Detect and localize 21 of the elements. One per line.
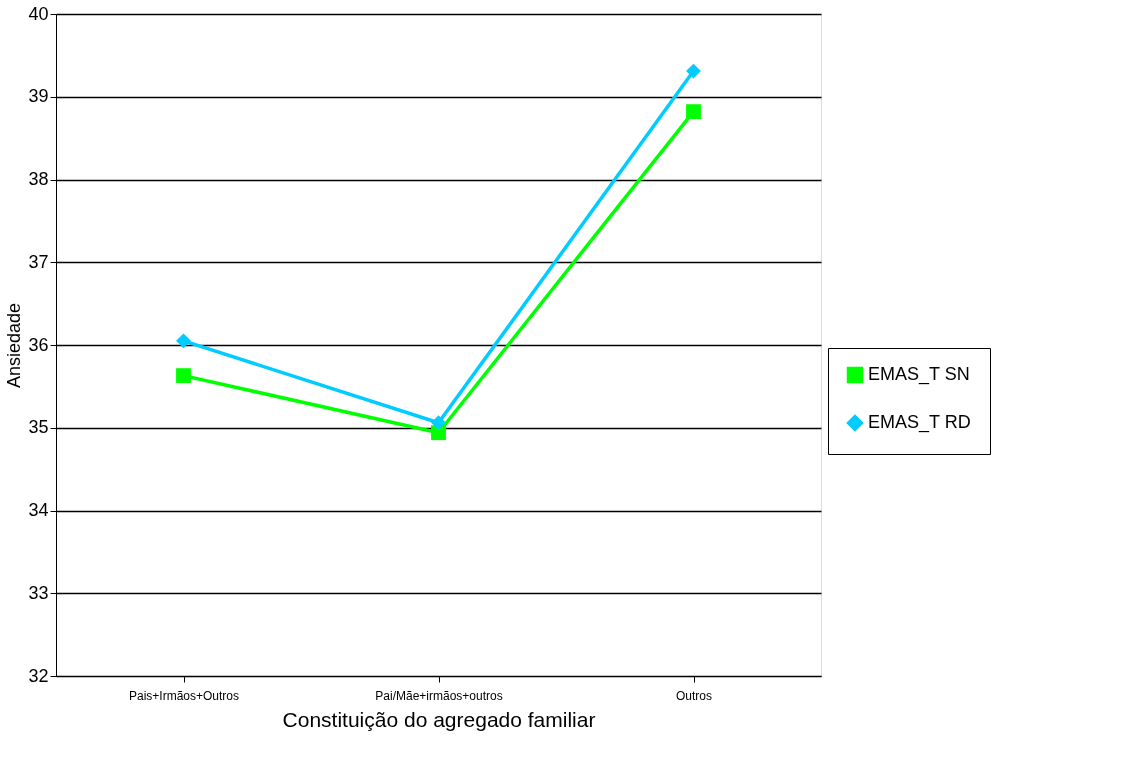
y-tick-label: 34 [28, 500, 49, 520]
y-tick-label: 40 [28, 3, 49, 24]
y-tick-label: 32 [28, 665, 49, 686]
x-tick-label: Outros [675, 688, 713, 703]
y-tick-label: 35 [28, 417, 49, 438]
y-tick-label: 36 [28, 334, 49, 355]
y-tick-label: 37 [28, 251, 49, 272]
point [176, 333, 191, 349]
y-tick-label: 33 [28, 582, 49, 603]
point [431, 415, 446, 431]
x-axis-title: Constituição do agregado familiar [282, 707, 596, 731]
point [176, 368, 191, 384]
x-tick-label: Pais+Irmãos+Outros [128, 688, 240, 703]
legend-label: EMAS_T RD [868, 412, 971, 433]
point [686, 63, 701, 79]
point [686, 104, 701, 120]
y-tick-label: 38 [28, 169, 49, 189]
x-tick-label: Pai/Mãe+irmãos+outros [375, 688, 503, 703]
y-tick-label: 39 [28, 86, 49, 107]
legend-label: EMAS_T SN [868, 364, 970, 385]
y-axis-title: Ansiedade [4, 302, 25, 389]
